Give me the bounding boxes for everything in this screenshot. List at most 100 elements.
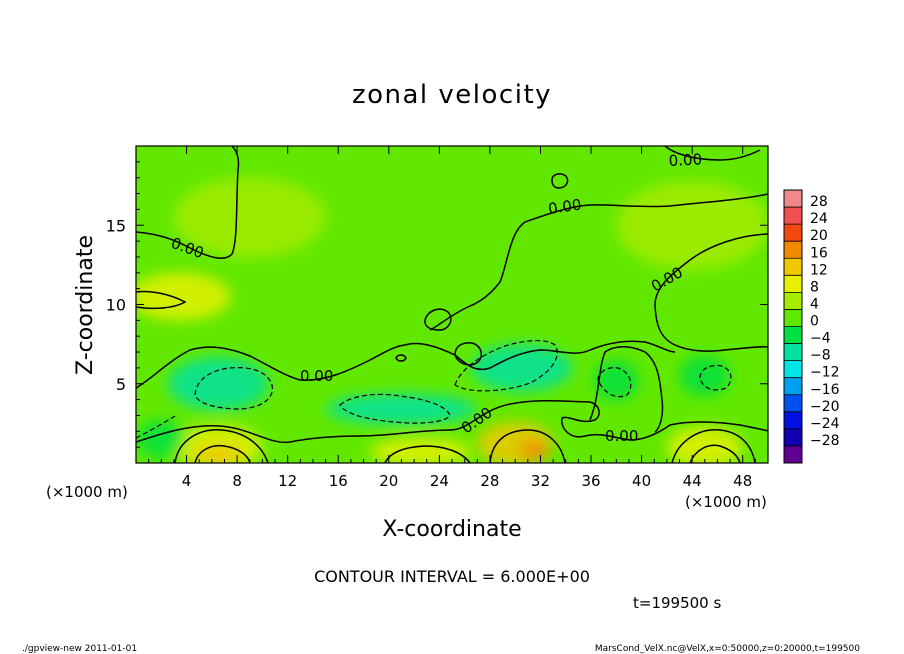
y-tick-label: 10 — [106, 296, 126, 315]
field-region — [518, 440, 550, 460]
zero-contour-top-blob — [551, 173, 569, 189]
colorbar-label: −28 — [810, 433, 840, 449]
contour-label: 0.00 — [605, 427, 638, 445]
colorbar-label: 16 — [810, 245, 828, 261]
colorbar-swatch — [784, 224, 802, 242]
field-region — [593, 359, 640, 402]
negative-contour-center-right — [454, 340, 558, 392]
colorbar-swatch — [784, 343, 802, 361]
field-region — [616, 180, 768, 270]
colorbar-swatch — [784, 377, 802, 396]
positive-contour-bottom-left — [174, 429, 269, 463]
negative-contour-lines — [136, 340, 732, 439]
field-region — [666, 426, 743, 463]
positive-contour-left-10 — [136, 290, 187, 310]
x-tick-label: 28 — [480, 472, 499, 490]
colorbar-swatch — [784, 445, 802, 464]
colorbar-label: 20 — [810, 228, 828, 244]
x-tick-label: 4 — [182, 472, 192, 490]
colorbar-swatch — [784, 326, 802, 344]
field-region — [136, 272, 231, 321]
field-region — [369, 437, 471, 463]
zero-contour-top-right — [664, 146, 761, 161]
x-tick-label: 12 — [278, 472, 297, 490]
y-tick-label: 5 — [116, 375, 126, 394]
field-region — [679, 355, 731, 397]
colorbar-swatch — [784, 258, 802, 276]
colorbar-swatch — [784, 275, 802, 293]
colorbar-label: −16 — [810, 382, 840, 398]
colorbar-label: 12 — [810, 262, 828, 278]
chart-title: zonal velocity — [352, 80, 552, 110]
field-region — [325, 393, 478, 425]
field-region — [167, 356, 269, 411]
contour-interval-note: CONTOUR INTERVAL = 6.000E+00 — [314, 567, 590, 586]
colorbar-label: 8 — [810, 279, 819, 295]
x-tick-label: 44 — [683, 472, 702, 490]
negative-contour-left — [194, 367, 273, 410]
x-axis: 4 8 12 16 20 24 28 32 36 40 44 48 — [148, 146, 756, 490]
colorbar-swatch — [784, 207, 802, 225]
positive-contour-bottom-left-inner — [194, 444, 251, 463]
negative-contour-right-b — [699, 364, 732, 391]
x-tick-label: 20 — [379, 472, 398, 490]
positive-contour-bottom-28 — [489, 429, 566, 463]
contour-lines — [136, 146, 768, 463]
x-tick-label: 24 — [430, 472, 449, 490]
negative-contour-right-a — [597, 367, 632, 398]
y-tick-label: 15 — [106, 216, 126, 235]
colorbar-label: −20 — [810, 399, 840, 415]
contour-label: 0.00 — [300, 367, 333, 385]
x-tick-label: 48 — [733, 472, 752, 490]
positive-contour-bottom-right — [671, 429, 756, 463]
zero-contour-right — [654, 233, 768, 352]
colorbar-swatch — [784, 411, 802, 430]
x-tick-label: 36 — [581, 472, 600, 490]
positive-contour-bottom-mid — [384, 445, 471, 463]
x-tick-label: 40 — [632, 472, 651, 490]
contour-label: 0.00 — [668, 150, 702, 170]
zero-contour-mid — [136, 340, 676, 389]
zero-contour-right-low — [589, 346, 664, 433]
colorbar-swatch — [784, 292, 802, 310]
colorbar-swatch — [784, 190, 802, 208]
negative-contour-center — [339, 393, 451, 424]
colorbar-swatch — [784, 428, 802, 447]
zero-contour-upper-left — [136, 146, 240, 260]
x-axis-label: X-coordinate — [382, 517, 521, 542]
colorbar-label: 28 — [810, 194, 828, 210]
colorbar-label: 0 — [810, 314, 819, 330]
zero-contour-upper-middle — [429, 193, 768, 331]
colorbar-swatch — [784, 309, 802, 327]
negative-contour-bottom-left — [136, 415, 176, 439]
colorbar-swatch — [784, 360, 802, 378]
colorbar-label: 24 — [810, 211, 828, 227]
colorbar-label: −12 — [810, 365, 840, 381]
colorbar-swatch — [784, 241, 802, 259]
zero-contour-small-b — [424, 308, 452, 331]
field-region — [173, 177, 326, 257]
time-note: t=199500 s — [633, 594, 721, 612]
colorbar-swatch — [784, 394, 802, 413]
colorbar-label: 4 — [810, 296, 819, 312]
field-region — [136, 420, 187, 459]
colorbar-label: −24 — [810, 416, 840, 432]
y-axis-label: Z-coordinate — [73, 235, 98, 375]
y-axis: 5 10 15 — [106, 161, 768, 448]
positive-contour-bottom-right-inner — [689, 444, 741, 463]
x-tick-label: 16 — [329, 472, 348, 490]
colorbar-label: −4 — [810, 331, 831, 347]
footer-right: MarsCond_VelX.nc@VelX,x=0:50000,z=0:2000… — [595, 644, 860, 654]
x-tick-label: 8 — [232, 472, 242, 490]
zero-contour-small-a — [454, 342, 483, 366]
footer-left: ./gpview-new 2011-01-01 — [22, 644, 137, 654]
x-tick-label: 32 — [531, 472, 550, 490]
x-unit-note-left: (×1000 m) — [46, 483, 128, 501]
zero-contour-low — [136, 399, 768, 444]
colorbar-label: −8 — [810, 348, 831, 364]
x-unit-note-right: (×1000 m) — [685, 493, 767, 511]
plot-area: 0.00 0.00 0.00 0.00 0.00 0.00 0.00 — [135, 145, 769, 464]
zero-contour-small-c — [395, 354, 407, 362]
